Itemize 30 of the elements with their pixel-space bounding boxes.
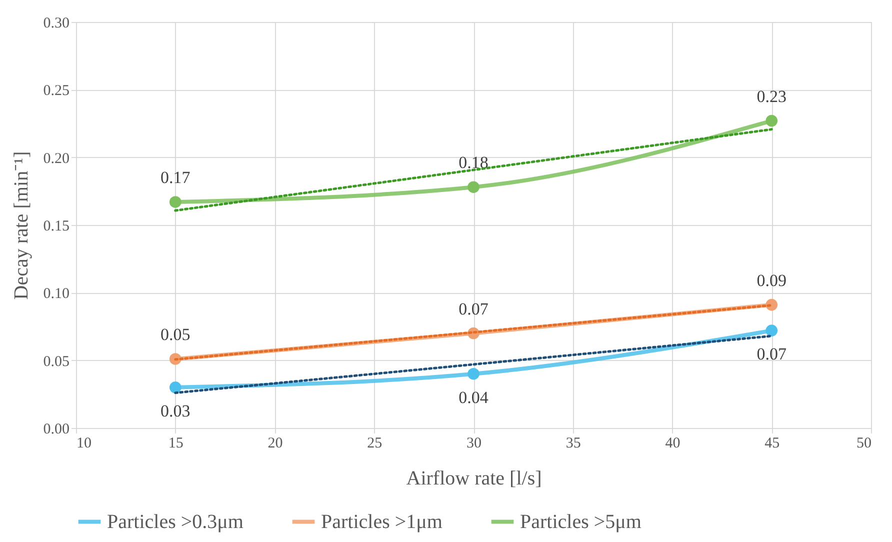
data-label: 0.09 [756, 270, 786, 290]
x-tick-label: 30 [466, 436, 482, 452]
y-tick-label: 0.00 [43, 422, 70, 438]
data-label: 0.18 [458, 153, 488, 172]
legend-label: Particles >5μm [520, 510, 642, 533]
y-tick-label: 0.10 [43, 286, 70, 302]
y-tick-label: 0.15 [43, 218, 70, 234]
x-tick-label: 50 [856, 436, 872, 452]
data-label: 0.17 [160, 168, 191, 187]
x-axis-title: Airflow rate [l/s] [406, 468, 542, 490]
data-label: 0.03 [160, 401, 190, 420]
y-tick-label: 0.25 [43, 83, 70, 100]
data-label: 0.05 [160, 324, 190, 344]
x-tick-label: 25 [367, 436, 382, 452]
y-tick-label: 0.30 [43, 16, 70, 32]
legend-label: Particles >1μm [321, 510, 443, 533]
x-tick-label: 20 [268, 436, 283, 452]
data-label: 0.07 [756, 344, 787, 364]
y-tick-label: 0.20 [43, 150, 70, 167]
x-tick-label: 15 [168, 436, 184, 452]
legend-label: Particles >0.3μm [107, 510, 244, 533]
data-label: 0.07 [458, 299, 489, 318]
y-axis-title: Decay rate [min⁻¹] [10, 151, 32, 300]
data-label: 0.04 [458, 388, 489, 407]
x-tick-label: 10 [76, 436, 92, 452]
data-label: 0.23 [756, 86, 786, 106]
x-tick-label: 35 [566, 436, 581, 452]
x-tick-label: 45 [764, 436, 780, 452]
x-tick-label: 40 [665, 436, 680, 452]
y-tick-label: 0.05 [43, 354, 70, 370]
